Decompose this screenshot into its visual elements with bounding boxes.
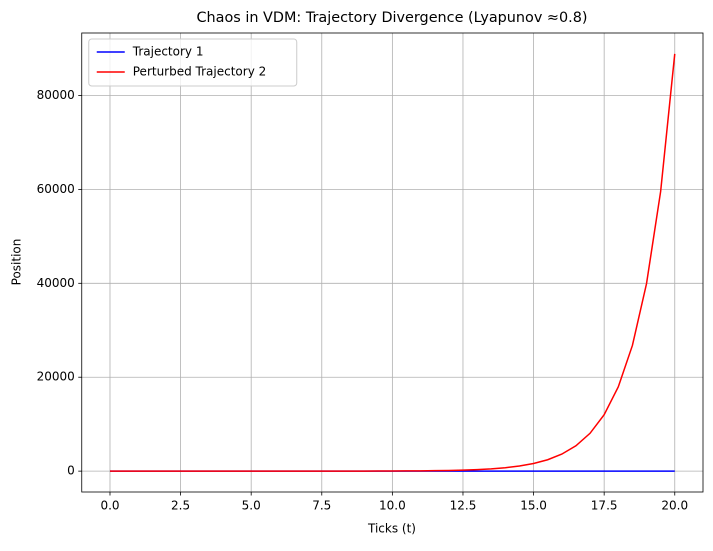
y-tick-label: 20000	[37, 370, 75, 384]
plot-frame	[81, 32, 704, 493]
x-tick-label: 7.5	[312, 499, 331, 513]
x-tick-label: 5.0	[242, 499, 261, 513]
legend-box	[88, 38, 298, 87]
x-axis-label: Ticks (t)	[367, 522, 416, 536]
chart-title: Chaos in VDM: Trajectory Divergence (Lya…	[197, 10, 588, 26]
y-tick-label: 80000	[37, 88, 75, 102]
x-tick-label: 10.0	[379, 499, 406, 513]
y-tick-label: 60000	[37, 182, 75, 196]
x-tick-label: 15.0	[520, 499, 547, 513]
x-tick-label: 0.0	[100, 499, 119, 513]
legend-label: Trajectory 1	[132, 45, 204, 59]
y-axis-label: Position	[10, 239, 24, 286]
series-line	[109, 53, 676, 472]
x-tick-label: 20.0	[661, 499, 688, 513]
x-tick-label: 17.5	[591, 499, 618, 513]
y-tick-label: 40000	[37, 276, 75, 290]
y-tick-label: 0	[67, 464, 75, 478]
x-tick-label: 2.5	[171, 499, 190, 513]
x-tick-label: 12.5	[450, 499, 477, 513]
legend-label: Perturbed Trajectory 2	[133, 65, 267, 79]
